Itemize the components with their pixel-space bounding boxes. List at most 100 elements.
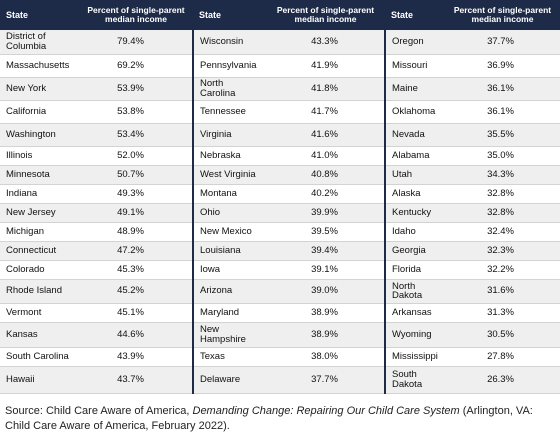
percent-value-cell: 50.7% [79,165,194,185]
table-row: Indiana 49.3% Montana 40.2% Alaska 32.8% [0,184,560,204]
percent-value-cell: 45.2% [79,279,194,304]
state-name-cell: Colorado [0,260,79,280]
state-name-cell: Kansas [0,322,79,348]
percent-value-cell: 39.5% [266,222,386,242]
percent-value-cell: 38.0% [266,347,386,367]
percent-value-cell: 44.6% [79,322,194,348]
table-row: Michigan 48.9% New Mexico 39.5% Idaho 32.4% [0,222,560,242]
percent-value-cell: 39.1% [266,260,386,280]
percent-value-cell: 47.2% [79,241,194,261]
percent-value-cell: 36.9% [445,54,560,78]
percent-value-cell: 53.8% [79,100,194,124]
state-name-cell: Texas [193,347,266,367]
state-name-cell: Virginia [193,123,266,147]
percent-value-cell: 32.8% [445,203,560,223]
percent-value-cell: 41.7% [266,100,386,124]
state-name-cell: Pennsylvania [193,54,266,78]
percent-value-cell: 52.0% [79,146,194,166]
percent-value-cell: 31.6% [445,279,560,304]
state-name-cell: North Dakota [385,279,445,304]
state-name-cell: Oklahoma [385,100,445,124]
state-name-cell: Mississippi [385,347,445,367]
percent-value-cell: 37.7% [445,30,560,55]
percent-value-cell: 69.2% [79,54,194,78]
percent-value-cell: 36.1% [445,100,560,124]
percent-value-cell: 26.3% [445,366,560,394]
state-name-cell: South Dakota [385,366,445,394]
percent-value-cell: 45.3% [79,260,194,280]
table-row: Minnesota 50.7% West Virginia 40.8% Utah 34.3… [0,165,560,185]
percent-value-cell: 35.0% [445,146,560,166]
state-name-cell: West Virginia [193,165,266,185]
state-name-cell: Nebraska [193,146,266,166]
state-name-cell: Indiana [0,184,79,204]
percent-value-cell: 53.9% [79,77,194,101]
table-row: District of Columbia 79.4% Wisconsin 43.3% O… [0,30,560,55]
percent-value-cell: 45.1% [79,303,194,323]
state-name-cell: Alabama [385,146,445,166]
state-name-cell: Rhode Island [0,279,79,304]
table-row: South Carolina 43.9% Texas 38.0% Mississippi… [0,347,560,367]
percent-value-cell: 31.3% [445,303,560,323]
source-note: Source: Child Care Aware of America, Dem… [5,404,557,434]
table-row: Colorado 45.3% Iowa 39.1% Florida 32.2% [0,260,560,280]
state-name-cell: Missouri [385,54,445,78]
table-row: Washington 53.4% Virginia 41.6% Nevada 35.5% [0,123,560,147]
state-name-cell: South Carolina [0,347,79,367]
percent-value-cell: 39.9% [266,203,386,223]
percent-value-cell: 43.7% [79,366,194,394]
state-name-cell: California [0,100,79,124]
table-row: New Jersey 49.1% Ohio 39.9% Kentucky 32.8% [0,203,560,223]
percent-value-cell: 32.3% [445,241,560,261]
state-name-cell: Kentucky [385,203,445,223]
state-name-cell: Hawaii [0,366,79,394]
table-row: Rhode Island 45.2% Arizona 39.0% North Dakot… [0,279,560,304]
source-suffix: (Arlington, VA: Child Care Aware of Amer… [5,405,533,432]
percent-value-cell: 34.3% [445,165,560,185]
state-name-cell: Louisiana [193,241,266,261]
column-header-state: State [193,0,266,30]
state-name-cell: North Carolina [193,77,266,101]
state-income-table: State Percent of single-parent median in… [0,0,560,394]
table-header: State Percent of single-parent median in… [0,0,560,30]
state-name-cell: Maine [385,77,445,101]
percent-value-cell: 32.8% [445,184,560,204]
source-prefix: Source: Child Care Aware of America, [5,405,193,417]
state-name-cell: Idaho [385,222,445,242]
column-header-state: State [0,0,79,30]
table-body: District of Columbia 79.4% Wisconsin 43.3% O… [0,30,560,394]
percent-value-cell: 41.8% [266,77,386,101]
state-name-cell: Michigan [0,222,79,242]
state-name-cell: Tennessee [193,100,266,124]
source-title: Demanding Change: Repairing Our Child Ca… [192,405,460,417]
percent-value-cell: 43.9% [79,347,194,367]
table-row: Connecticut 47.2% Louisiana 39.4% Georgia 32.… [0,241,560,261]
percent-value-cell: 37.7% [266,366,386,394]
percent-value-cell: 38.9% [266,303,386,323]
state-name-cell: New Jersey [0,203,79,223]
state-name-cell: Maryland [193,303,266,323]
table-row: New York 53.9% North Carolina 41.8% Maine 36.… [0,77,560,101]
percent-value-cell: 49.1% [79,203,194,223]
table-row: Hawaii 43.7% Delaware 37.7% South Dakota 26.3… [0,366,560,394]
state-name-cell: Wyoming [385,322,445,348]
percent-value-cell: 32.2% [445,260,560,280]
percent-value-cell: 40.2% [266,184,386,204]
state-name-cell: Delaware [193,366,266,394]
percent-value-cell: 36.1% [445,77,560,101]
percent-value-cell: 32.4% [445,222,560,242]
table-row: Massachusetts 69.2% Pennsylvania 41.9% Misso… [0,54,560,78]
percent-value-cell: 35.5% [445,123,560,147]
state-name-cell: Iowa [193,260,266,280]
state-name-cell: Ohio [193,203,266,223]
percent-value-cell: 79.4% [79,30,194,55]
percent-value-cell: 49.3% [79,184,194,204]
table-row: Illinois 52.0% Nebraska 41.0% Alabama 35.0% [0,146,560,166]
percent-value-cell: 53.4% [79,123,194,147]
state-name-cell: Alaska [385,184,445,204]
state-name-cell: Minnesota [0,165,79,185]
state-name-cell: Georgia [385,241,445,261]
percent-value-cell: 27.8% [445,347,560,367]
state-name-cell: Nevada [385,123,445,147]
